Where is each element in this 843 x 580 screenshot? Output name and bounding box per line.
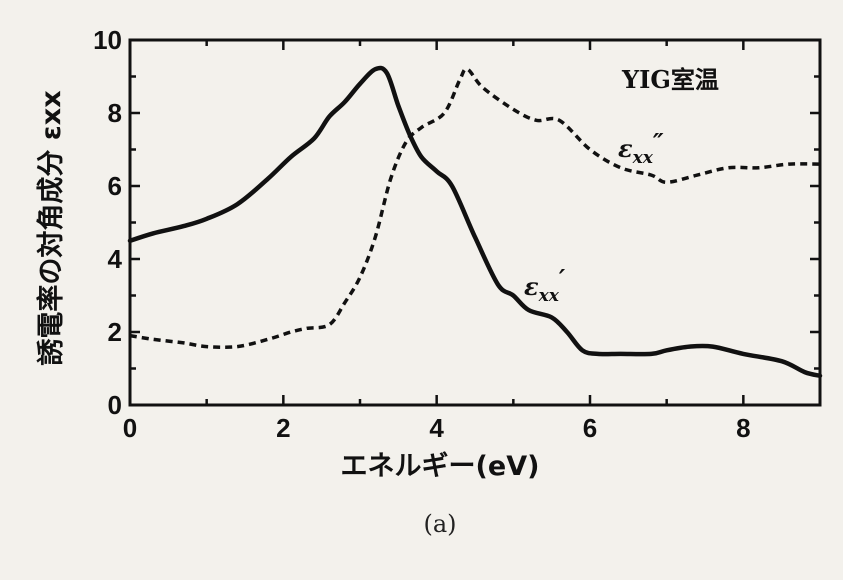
tick-marks [128,38,822,407]
y-tick-label: 8 [108,98,122,128]
y-tick-label: 4 [108,244,123,274]
y-axis-label: 誘電率の対角成分 εxx [35,90,67,365]
series-line-epsilon-xx-prime [127,65,823,379]
series-label-sub: xx [632,148,654,168]
x-tick-label: 2 [276,413,290,443]
series-label-mark: ″ [653,128,664,157]
plot-area: 0 2 4 6 8 0 2 4 6 8 10 [93,25,823,443]
y-tick-label: 2 [108,317,122,347]
series-label-mark: ′ [559,264,566,293]
y-tick-label: 10 [93,25,122,55]
series-label-base: ε [524,272,539,301]
series-label-sub: xx [538,286,560,306]
tick-labels: 0 2 4 6 8 0 2 4 6 8 10 [93,25,750,443]
series-label-epsilon-xx-prime: εxx′ [524,264,566,306]
x-axis-label: エネルギー(eV) [341,451,540,482]
annotation-yig: YIG室温 [621,65,719,94]
plot-frame [128,38,822,407]
x-tick-label: 0 [123,413,137,443]
x-tick-label: 8 [736,413,750,443]
y-tick-label: 6 [108,171,122,201]
y-tick-label: 0 [108,390,122,420]
x-tick-label: 6 [583,413,597,443]
series-label-epsilon-xx-double-prime: εxx″ [618,128,664,168]
series-label-base: ε [618,134,633,163]
x-tick-label: 4 [429,413,444,443]
figure-caption: (a) [423,510,456,538]
